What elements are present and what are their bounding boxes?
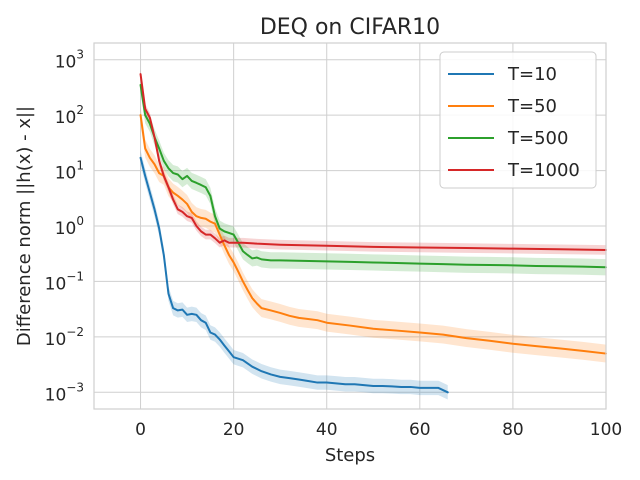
y-tick-label: 10−3 [45,380,84,405]
band-t-50 [140,106,607,363]
y-tick-labels: 10−3 10−2 10−1 100 101 102 103 [45,48,84,406]
series-lines [139,73,607,394]
y-tick-label: 102 [55,103,84,128]
y-tick-label: 10−2 [45,325,84,350]
y-axis-label: Difference norm ||h(x) - x|| [14,106,35,346]
x-tick-labels: 0 20 40 60 80 100 [135,420,622,440]
legend-label: T=500 [507,128,568,149]
x-axis-label: Steps [325,445,375,466]
x-tick-label: 0 [135,420,146,440]
legend-label: T=10 [507,64,557,85]
legend-label: T=50 [507,96,557,117]
plot-frame [93,42,607,410]
x-tick-label: 20 [223,420,245,440]
y-tick-label: 103 [55,48,84,73]
series-line-t-10 [139,156,449,394]
series-line-t-50 [139,114,607,355]
y-tick-label: 100 [55,214,84,239]
y-tick-label: 101 [55,159,84,184]
legend-box [439,51,597,189]
legend: T=10 T=50 T=500 T=1000 [439,51,597,189]
x-tick-label: 60 [409,420,431,440]
chart-title: DEQ on CIFAR10 [260,15,440,40]
series-line-t-1000 [139,73,607,251]
x-tick-label: 100 [590,420,622,440]
legend-label: T=1000 [507,160,580,181]
x-tick-label: 80 [502,420,524,440]
x-tick-label: 40 [316,420,338,440]
y-tick-label: 10−1 [45,269,84,294]
